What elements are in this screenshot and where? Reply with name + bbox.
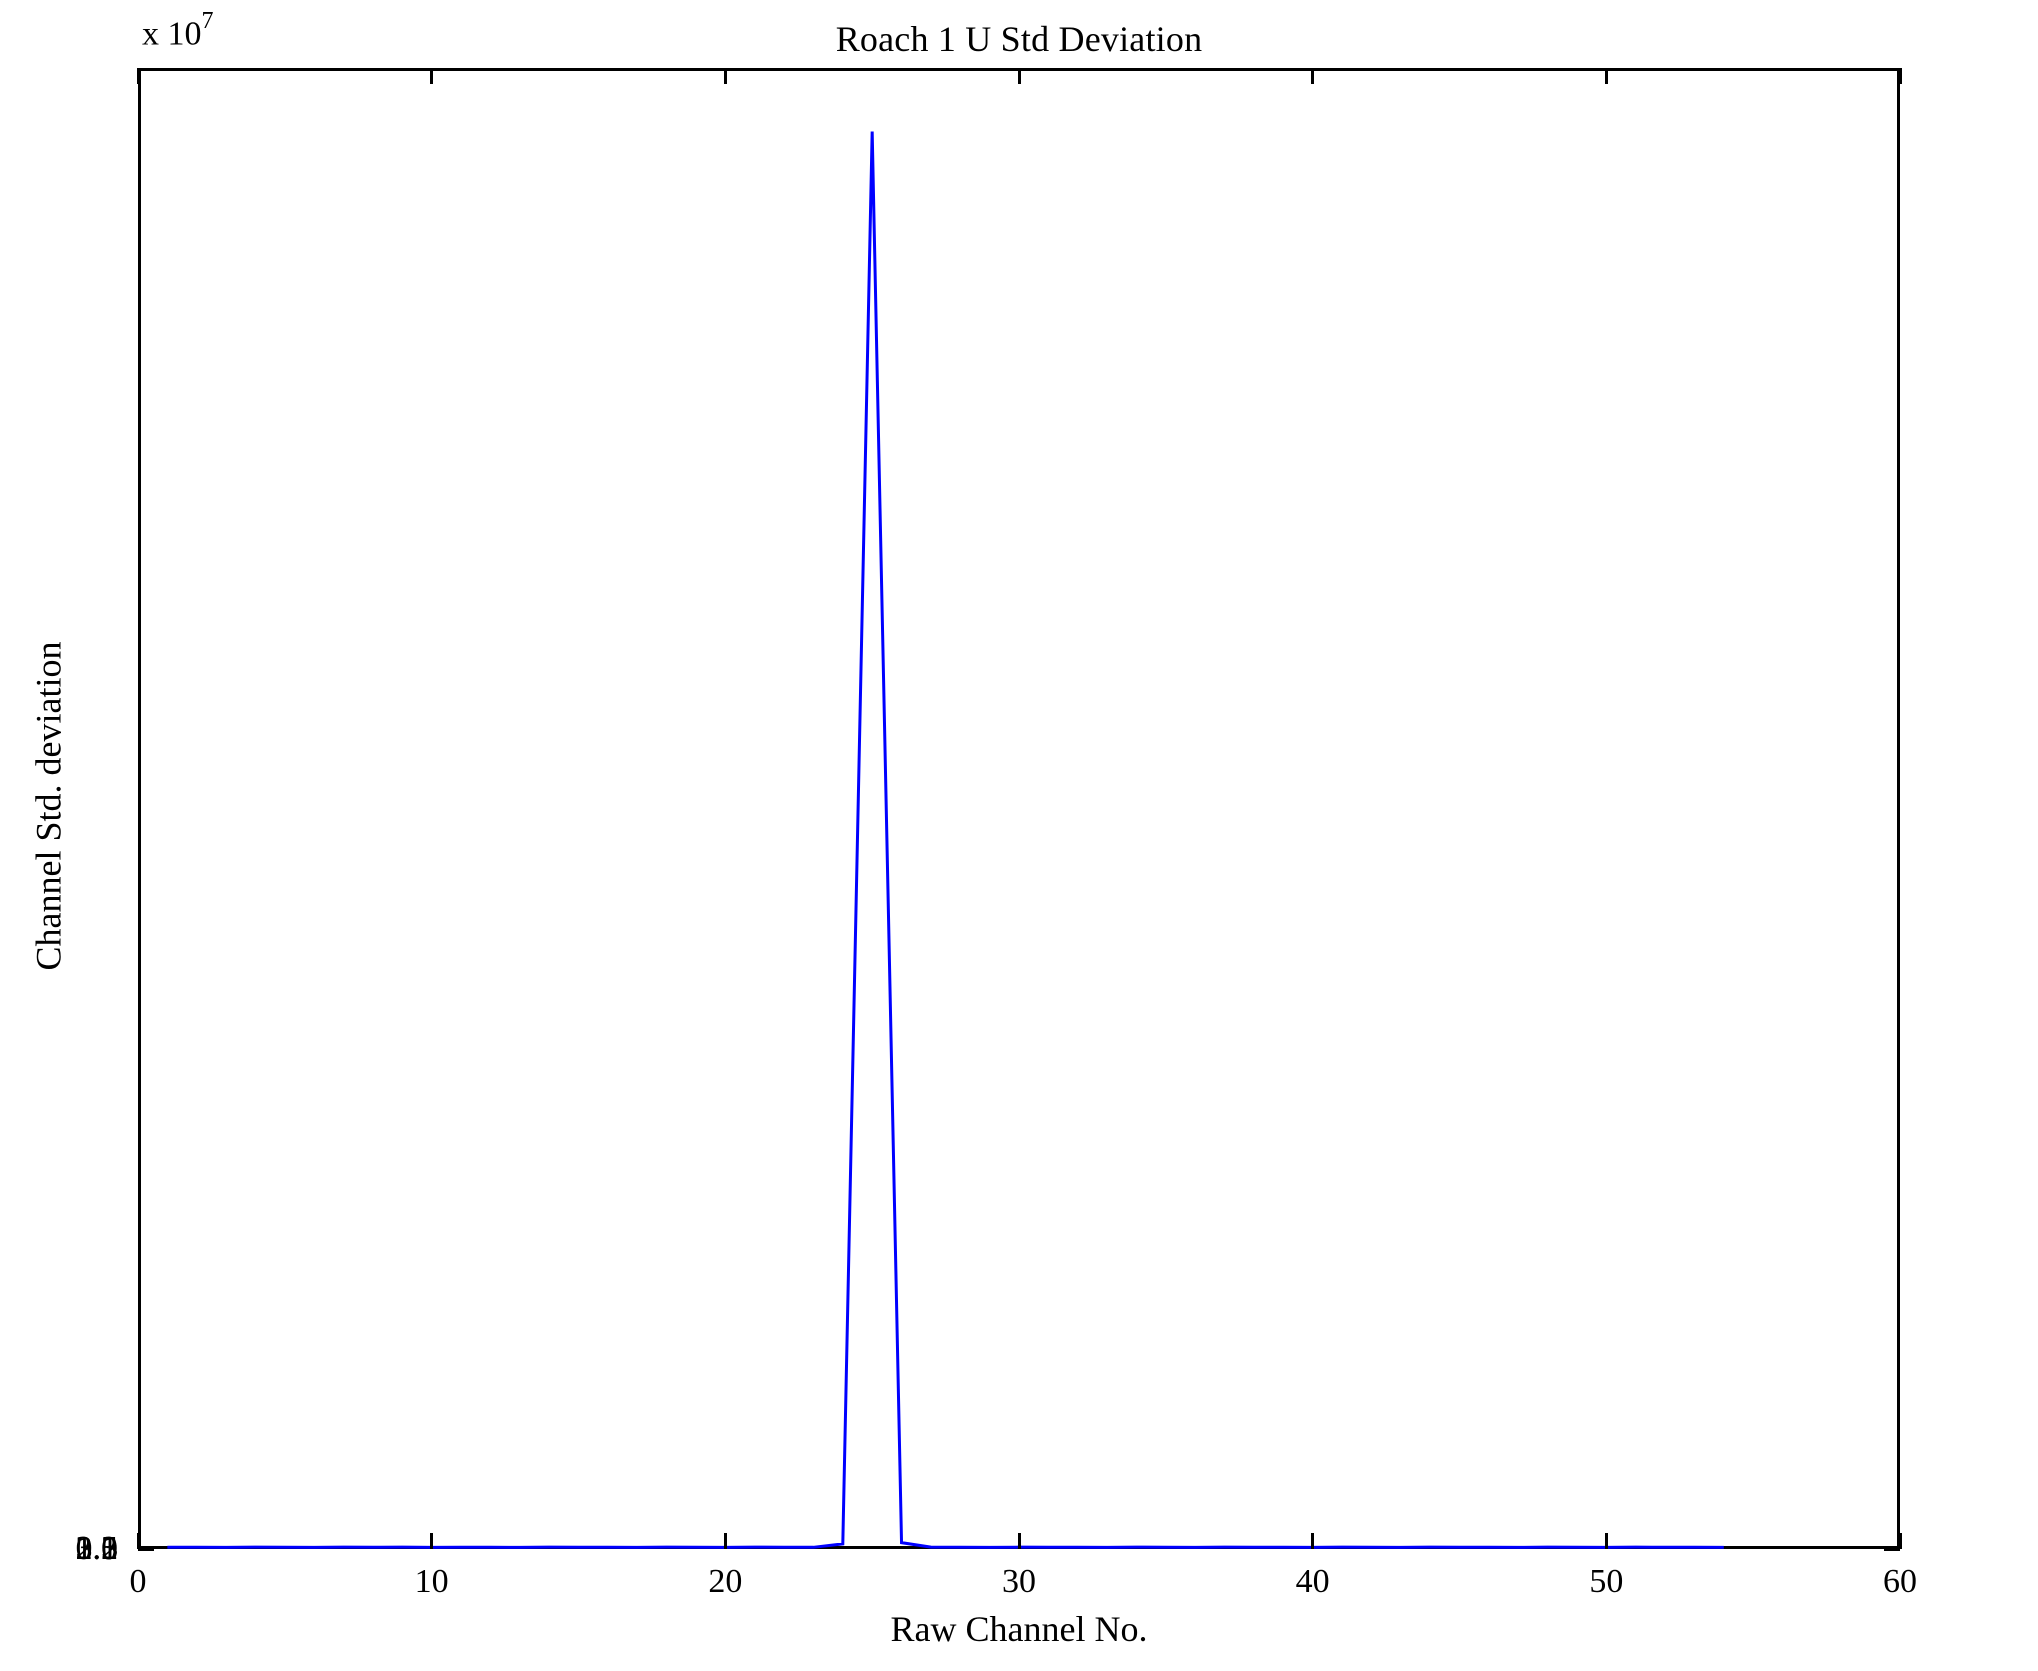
x-tick-label: 0 [129,1563,147,1600]
exponent-mantissa: x 10 [142,15,202,53]
x-tick-label: 60 [1883,1563,1917,1600]
x-tick-mark-top [136,68,140,84]
x-tick-mark-top [1311,68,1315,84]
data-series-line [167,131,1724,1549]
y-tick-mark [138,1547,154,1551]
x-tick-label: 40 [1295,1563,1330,1600]
x-tick-label: 50 [1589,1563,1624,1600]
y-tick-label: 2 [101,1529,118,1567]
x-axis-label: Raw Channel No. [890,1609,1148,1649]
x-tick-mark-top [1898,68,1902,84]
x-tick-mark-top [1604,68,1608,84]
x-tick-mark [136,1533,140,1549]
x-tick-mark [1898,1533,1902,1549]
y-tick-label: 2.5 [75,1529,119,1567]
x-tick-mark-top [430,68,434,84]
y-axis-label: Channel Std. deviation [28,641,68,970]
x-tick-label: 10 [414,1563,449,1600]
y-tick-mark-right [1884,1547,1900,1551]
y-tick-label: 0 [101,1530,118,1567]
x-tick-mark-top [723,68,727,84]
x-tick-label: 30 [1002,1563,1036,1600]
x-tick-mark [1017,1533,1021,1549]
x-tick-mark [1604,1533,1608,1549]
y-tick-label: 0.5 [75,1530,119,1567]
y-tick-label: 1 [101,1530,118,1567]
exponent-power: 7 [201,8,214,34]
y-tick-label: 3 [101,1529,118,1567]
y-tick-label: 1.5 [75,1529,119,1567]
plot-area [138,68,1900,1549]
x-tick-mark [430,1533,434,1549]
y-axis-exponent-label: x 107 [142,8,214,53]
plot-title: Roach 1 U Std Deviation [835,19,1203,59]
x-tick-mark-top [1017,68,1021,84]
x-tick-mark [1311,1533,1315,1549]
y-tick-label: 3.5 [75,1529,119,1567]
x-tick-mark [723,1533,727,1549]
x-tick-label: 20 [708,1563,743,1600]
